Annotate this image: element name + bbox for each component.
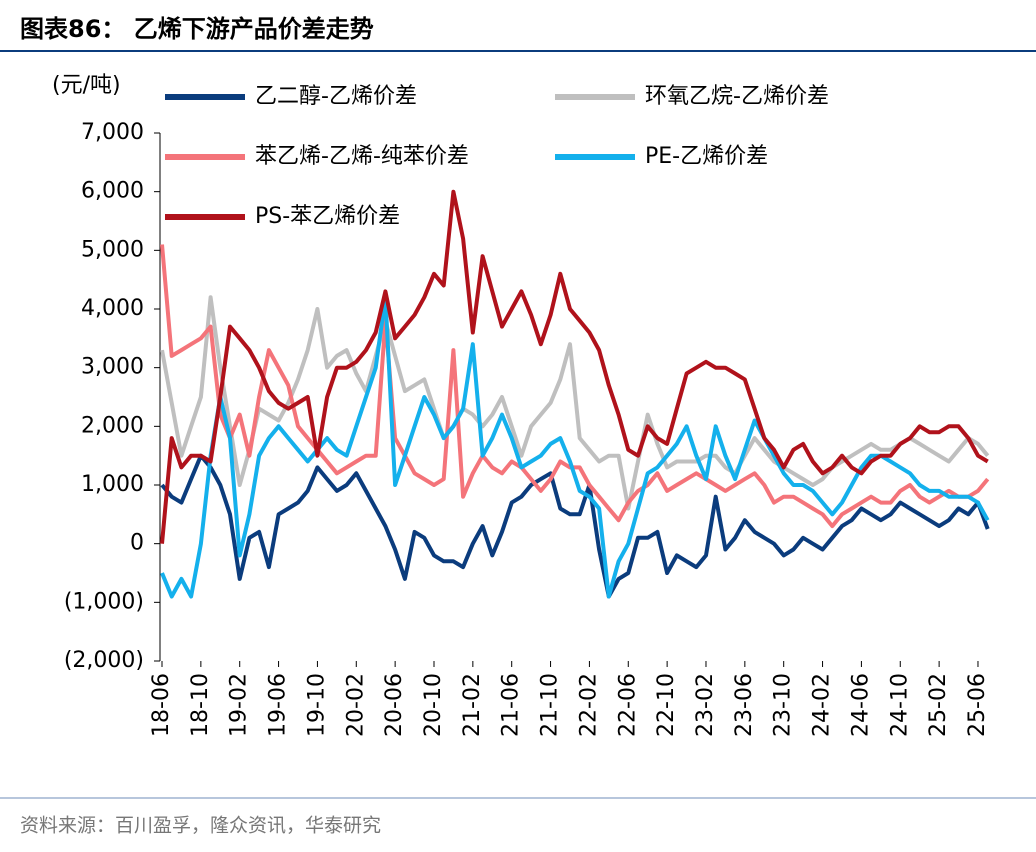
x-tick-label: 21-02 bbox=[460, 673, 485, 737]
y-axis-label: (元/吨) bbox=[52, 73, 121, 98]
x-tick-label: 24-02 bbox=[810, 673, 835, 737]
x-tick-label: 21-10 bbox=[538, 673, 563, 737]
y-tick-label: (1,000) bbox=[64, 589, 144, 614]
x-tick-label: 22-02 bbox=[576, 673, 601, 737]
x-tick-label: 25-02 bbox=[926, 673, 951, 737]
y-tick-label: 0 bbox=[130, 531, 144, 556]
series-line bbox=[160, 295, 990, 599]
x-tick-label: 22-10 bbox=[654, 673, 679, 737]
y-tick-label: 3,000 bbox=[81, 355, 144, 380]
legend-label: 苯乙烯-乙烯-纯苯价差 bbox=[255, 144, 469, 169]
y-tick-label: 7,000 bbox=[81, 120, 144, 145]
legend-label: 环氧乙烷-乙烯价差 bbox=[645, 84, 829, 109]
y-tick-label: (2,000) bbox=[64, 648, 144, 673]
x-tick-label: 20-06 bbox=[382, 673, 407, 737]
series-line bbox=[160, 244, 990, 529]
x-tick-label: 20-10 bbox=[421, 673, 446, 737]
x-tick-label: 19-06 bbox=[266, 673, 291, 737]
x-tick-label: 23-02 bbox=[693, 673, 718, 737]
y-tick-label: 5,000 bbox=[81, 237, 144, 262]
series-line bbox=[160, 453, 990, 599]
x-tick-label: 25-06 bbox=[965, 673, 990, 737]
source: 资料来源：百川盈孚，隆众资讯，华泰研究 bbox=[20, 815, 381, 837]
x-tick-label: 19-10 bbox=[304, 673, 329, 737]
series-line bbox=[160, 189, 989, 544]
y-tick-label: 4,000 bbox=[81, 296, 144, 321]
x-tick-label: 18-10 bbox=[188, 673, 213, 737]
y-tick-label: 6,000 bbox=[81, 179, 144, 204]
legend-label: PE-乙烯价差 bbox=[645, 144, 768, 169]
x-tick-label: 24-10 bbox=[887, 673, 912, 737]
x-tick-label: 23-10 bbox=[771, 673, 796, 737]
x-tick-label: 19-02 bbox=[227, 673, 252, 737]
x-tick-label: 22-06 bbox=[615, 673, 640, 737]
chart-title: 图表86： 乙烯下游产品价差走势 bbox=[20, 15, 374, 43]
x-tick-label: 20-02 bbox=[343, 673, 368, 737]
x-tick-label: 18-06 bbox=[149, 673, 174, 737]
legend-label: PS-苯乙烯价差 bbox=[255, 204, 400, 229]
series-line bbox=[160, 295, 990, 511]
x-tick-label: 21-06 bbox=[499, 673, 524, 737]
y-tick-label: 1,000 bbox=[81, 472, 144, 497]
y-tick-label: 2,000 bbox=[81, 413, 144, 438]
legend-label: 乙二醇-乙烯价差 bbox=[255, 84, 417, 109]
x-tick-label: 24-06 bbox=[848, 673, 873, 737]
x-tick-label: 23-06 bbox=[732, 673, 757, 737]
